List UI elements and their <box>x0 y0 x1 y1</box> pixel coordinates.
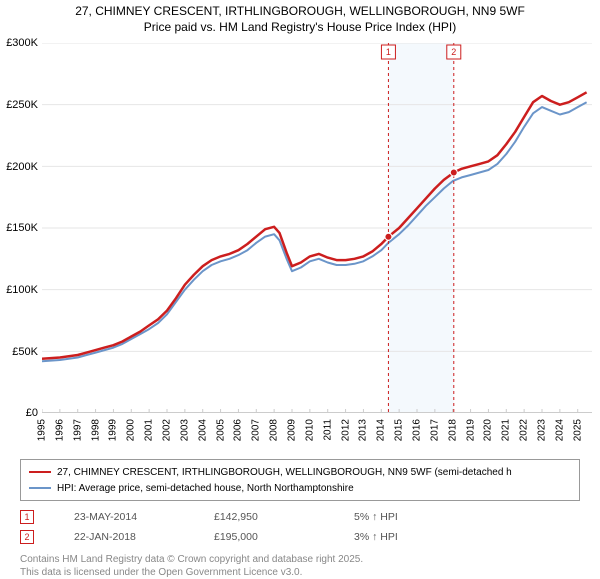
title-line-2: Price paid vs. HM Land Registry's House … <box>0 20 600 36</box>
chart-svg: 12 <box>42 43 592 413</box>
x-axis-labels: 1995199619971998199920002001200220032004… <box>42 415 592 455</box>
attribution-line-2: This data is licensed under the Open Gov… <box>20 566 580 579</box>
x-tick-label: 2017 <box>429 419 440 441</box>
x-tick-label: 2006 <box>233 419 244 441</box>
marker-row: 2 22-JAN-2018 £195,000 3% ↑ HPI <box>20 527 580 547</box>
x-tick-label: 2002 <box>162 419 173 441</box>
x-tick-label: 2003 <box>179 419 190 441</box>
x-tick-label: 2009 <box>287 419 298 441</box>
x-tick-label: 2024 <box>554 419 565 441</box>
legend: 27, CHIMNEY CRESCENT, IRTHLINGBOROUGH, W… <box>20 459 580 501</box>
x-tick-label: 2015 <box>394 419 405 441</box>
x-tick-label: 1995 <box>37 419 48 441</box>
x-tick-label: 2011 <box>322 419 333 441</box>
chart-title: 27, CHIMNEY CRESCENT, IRTHLINGBOROUGH, W… <box>0 0 600 37</box>
marker-delta: 5% ↑ HPI <box>354 511 454 523</box>
x-tick-label: 2007 <box>251 419 262 441</box>
y-tick-label: £100K <box>6 284 38 296</box>
y-axis-labels: £0£50K£100K£150K£200K£250K£300K <box>0 43 42 413</box>
y-tick-label: £0 <box>26 407 38 419</box>
x-tick-label: 1997 <box>72 419 83 441</box>
y-tick-label: £250K <box>6 99 38 111</box>
plot-area: 12 <box>42 43 592 413</box>
attribution: Contains HM Land Registry data © Crown c… <box>20 553 580 579</box>
title-line-1: 27, CHIMNEY CRESCENT, IRTHLINGBOROUGH, W… <box>0 4 600 20</box>
y-tick-label: £200K <box>6 161 38 173</box>
svg-text:2: 2 <box>451 47 456 57</box>
legend-item: 27, CHIMNEY CRESCENT, IRTHLINGBOROUGH, W… <box>29 464 571 480</box>
x-tick-label: 1999 <box>108 419 119 441</box>
x-tick-label: 2005 <box>215 419 226 441</box>
x-tick-label: 2019 <box>465 419 476 441</box>
x-tick-label: 2014 <box>376 419 387 441</box>
legend-swatch <box>29 471 51 473</box>
marker-date: 22-JAN-2018 <box>74 531 174 543</box>
svg-text:1: 1 <box>386 47 391 57</box>
y-tick-label: £150K <box>6 222 38 234</box>
x-tick-label: 2023 <box>537 419 548 441</box>
x-tick-label: 2022 <box>519 419 530 441</box>
x-tick-label: 2010 <box>304 419 315 441</box>
x-tick-label: 1996 <box>54 419 65 441</box>
legend-swatch <box>29 487 51 489</box>
x-tick-label: 2018 <box>447 419 458 441</box>
x-tick-label: 2016 <box>412 419 423 441</box>
x-tick-label: 2001 <box>144 419 155 441</box>
marker-date: 23-MAY-2014 <box>74 511 174 523</box>
x-tick-label: 2013 <box>358 419 369 441</box>
legend-item: HPI: Average price, semi-detached house,… <box>29 480 571 496</box>
x-tick-label: 1998 <box>90 419 101 441</box>
marker-delta: 3% ↑ HPI <box>354 531 454 543</box>
x-tick-label: 2012 <box>340 419 351 441</box>
y-tick-label: £50K <box>12 346 38 358</box>
x-tick-label: 2008 <box>269 419 280 441</box>
legend-label: HPI: Average price, semi-detached house,… <box>57 483 354 494</box>
marker-badge: 1 <box>20 510 34 524</box>
marker-price: £142,950 <box>214 511 314 523</box>
marker-badge: 2 <box>20 530 34 544</box>
x-tick-label: 2000 <box>126 419 137 441</box>
x-tick-label: 2021 <box>501 419 512 441</box>
x-tick-label: 2020 <box>483 419 494 441</box>
legend-label: 27, CHIMNEY CRESCENT, IRTHLINGBOROUGH, W… <box>57 467 512 478</box>
x-tick-label: 2025 <box>572 419 583 441</box>
chart-container: £0£50K£100K£150K£200K£250K£300K 12 19951… <box>0 37 600 457</box>
x-tick-label: 2004 <box>197 419 208 441</box>
marker-price: £195,000 <box>214 531 314 543</box>
marker-table: 1 23-MAY-2014 £142,950 5% ↑ HPI 2 22-JAN-2018… <box>20 507 580 547</box>
marker-row: 1 23-MAY-2014 £142,950 5% ↑ HPI <box>20 507 580 527</box>
y-tick-label: £300K <box>6 37 38 49</box>
